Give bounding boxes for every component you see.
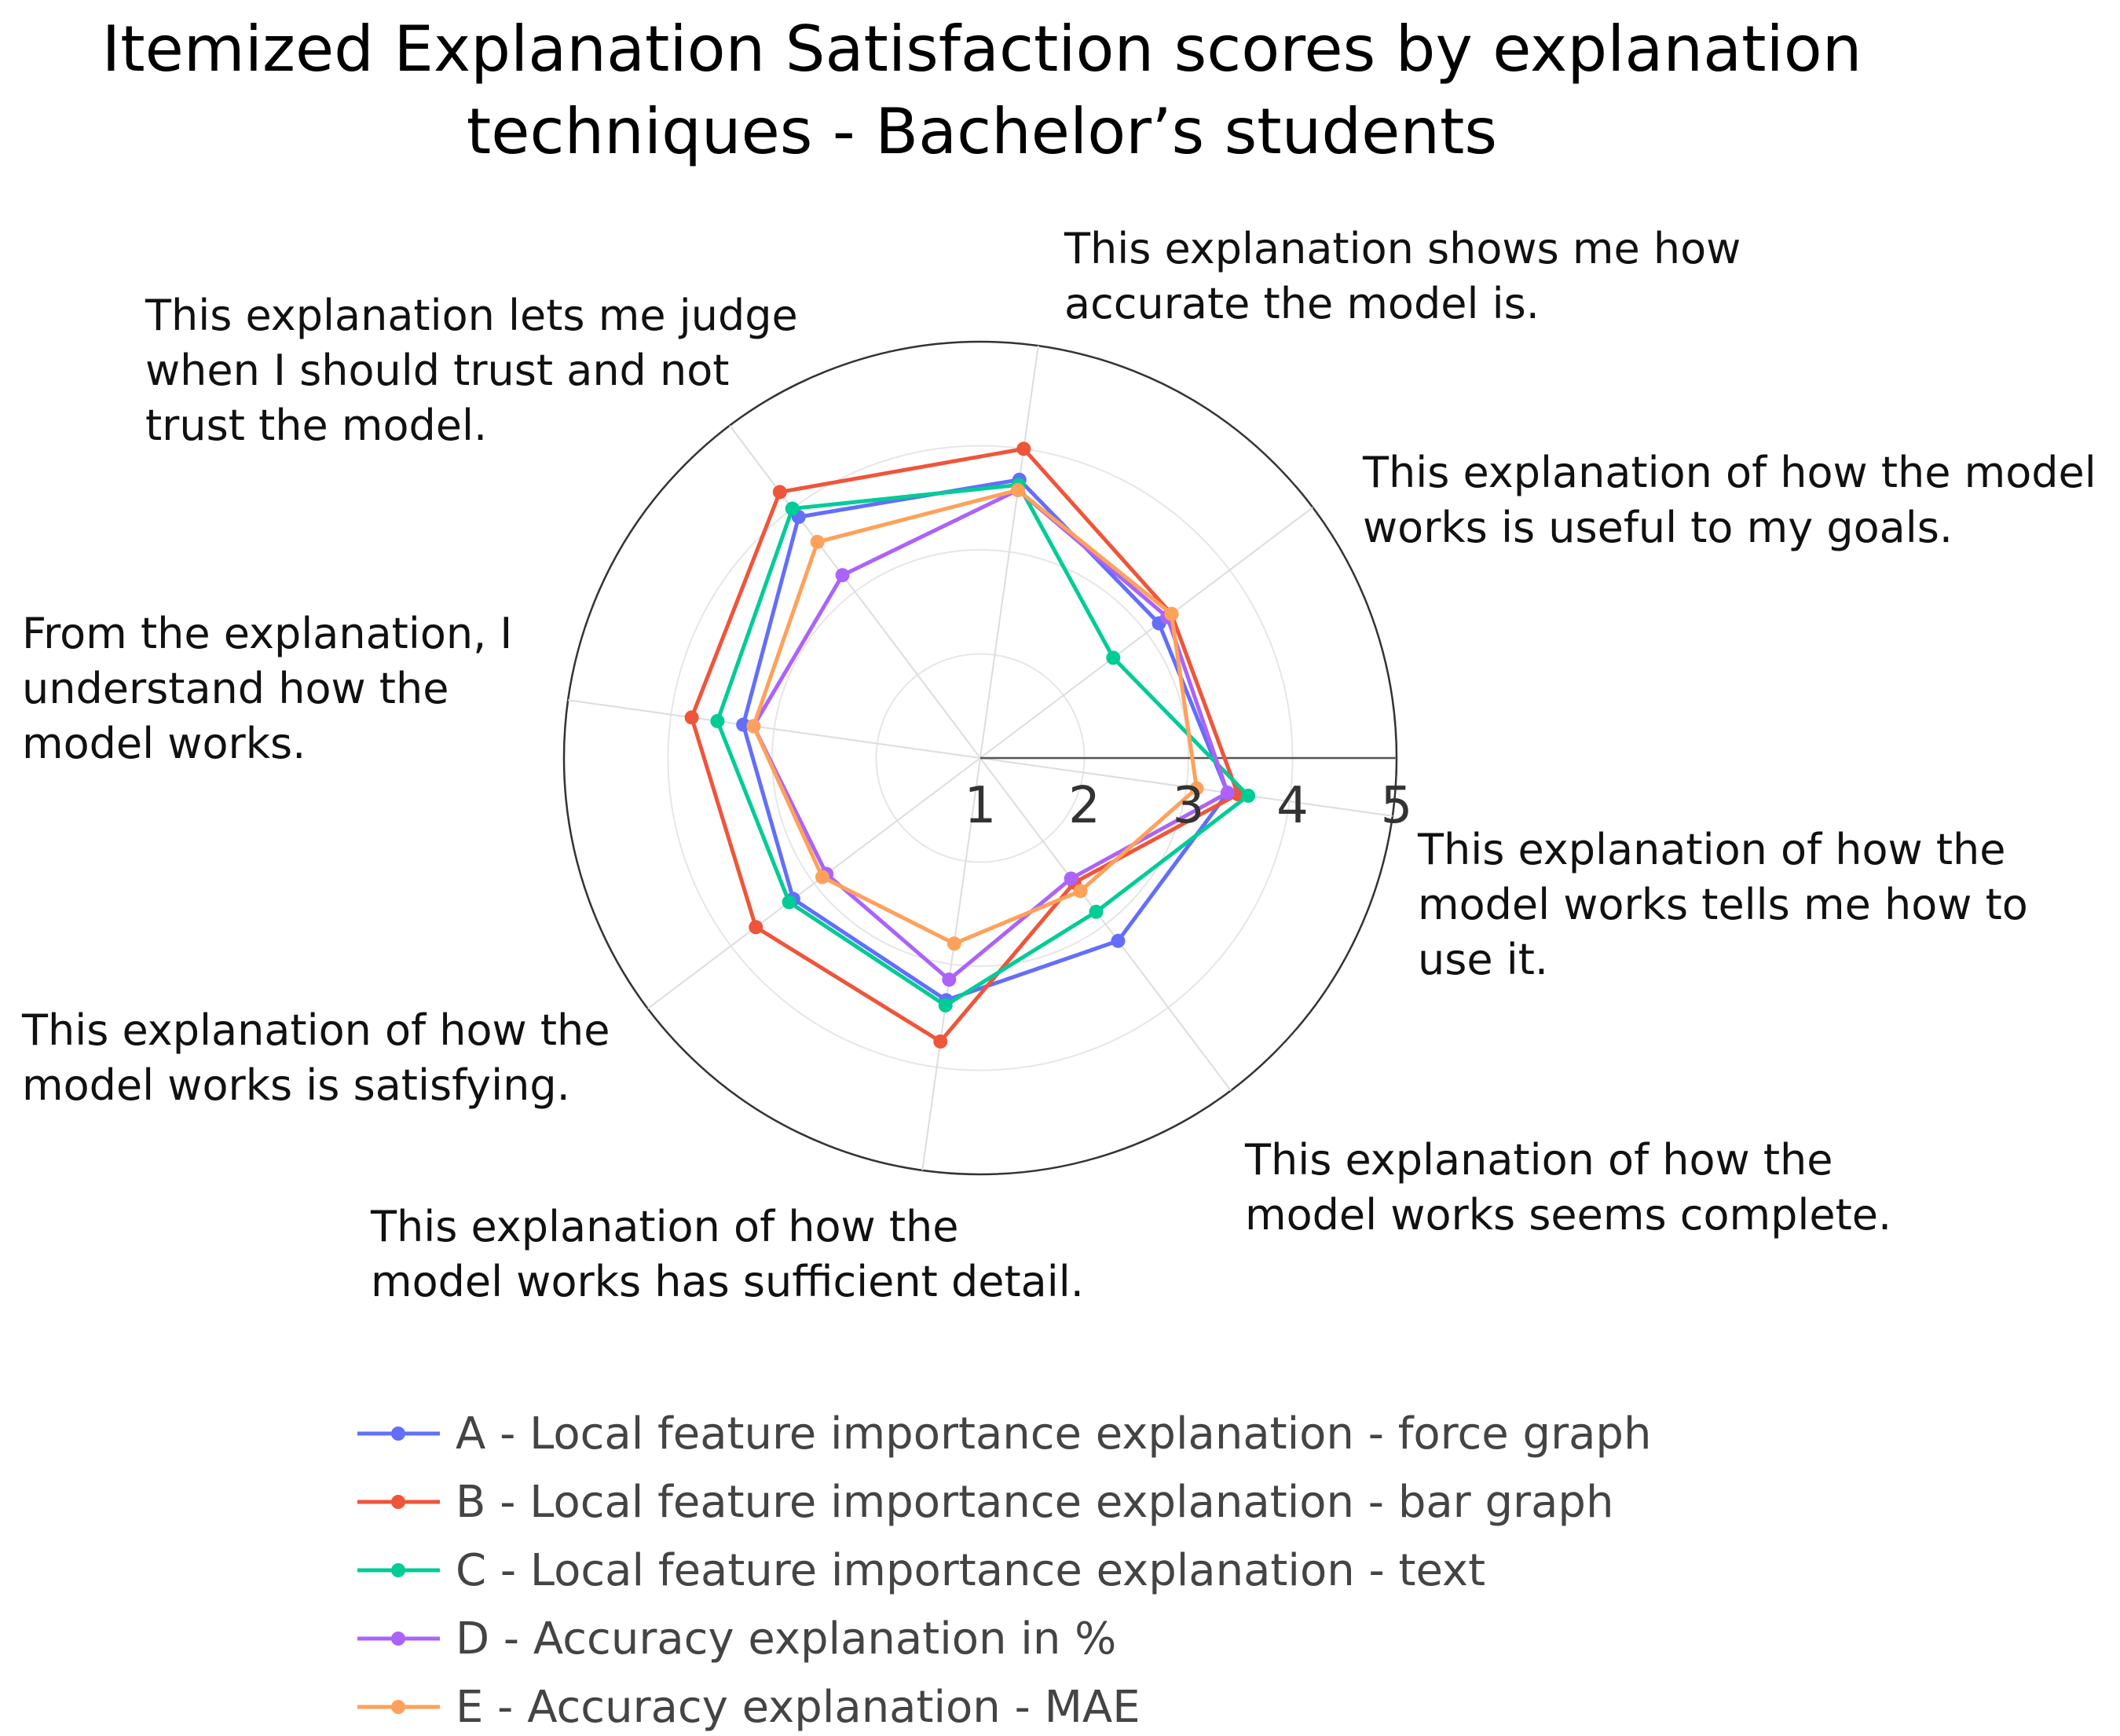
axis-label-line: trust the model. [145,401,487,450]
axis-label-line: use it. [1418,935,1548,984]
legend-label: A - Local feature importance explanation… [456,1408,1651,1459]
axis-label: This explanation of how the model works i… [1362,448,2096,552]
grid-spoke [979,346,1039,759]
series-point-a [736,717,751,732]
series-point-e [810,534,825,549]
chart-title-line-2: techniques - Bachelor’s students [467,95,1497,168]
legend-swatch-marker [391,1700,405,1714]
radar-series [684,441,1256,1049]
series-point-b [933,1034,948,1049]
series-point-c [938,998,953,1013]
series-point-d [1064,871,1078,886]
series-point-b [684,710,699,725]
axis-label: This explanation lets me judge when I sho… [145,291,798,450]
axis-label-line: when I should trust and not [145,346,729,395]
axis-label-line: From the explanation, I [22,609,512,658]
axis-label-line: accurate the model is. [1064,279,1540,328]
grid-spoke [729,425,981,759]
series-point-c [1106,650,1121,665]
axis-label-line: This explanation of how the model [1362,448,2096,497]
axis-label-line: This explanation of how the [1417,825,2005,874]
legend-label: B - Local feature importance explanation… [456,1477,1613,1528]
series-point-e [815,870,829,884]
series-line-b [690,446,1240,1044]
series-point-e [1164,606,1179,621]
radial-tick-label: 2 [1068,777,1100,835]
series-point-d [835,568,850,583]
series-point-e [1010,482,1025,497]
series-line-d [751,488,1230,982]
legend-item: B - Local feature importance explanation… [357,1477,1613,1528]
axis-label: This explanation shows me how accurate th… [1064,224,1741,328]
legend-label: C - Local feature importance explanation… [456,1545,1485,1596]
series-point-b [749,920,763,935]
grid-spoke [921,757,981,1170]
legend-item: C - Local feature importance explanation… [357,1545,1485,1596]
grid-spoke [568,699,981,759]
radial-tick-label: 3 [1173,777,1205,835]
axis-label-line: works is useful to my goals. [1363,503,1953,552]
axis-label-line: model works is satisfying. [22,1060,570,1110]
series-point-c [710,713,725,728]
axis-label: From the explanation, I understand how th… [22,609,512,768]
series-point-a [1111,933,1126,948]
series-point-e [746,719,761,734]
legend-swatch-marker [391,1563,405,1577]
series-point-b [772,485,787,500]
series-point-e [1073,884,1088,899]
legend-item: D - Accuracy explanation in % [357,1613,1116,1665]
legend-swatch-marker [391,1427,405,1441]
axis-label-line: This explanation of how the [21,1005,610,1055]
legend-item: E - Accuracy explanation - MAE [357,1682,1141,1733]
series-point-d [942,972,957,987]
legend-swatch-marker [391,1632,405,1646]
radial-tick-label: 1 [965,777,997,835]
series-point-c [1241,788,1256,803]
axis-label-line: This explanation of how the [370,1202,958,1251]
legend-swatch-marker [391,1495,405,1509]
chart-title-line-1: Itemized Explanation Satisfaction scores… [102,13,1862,86]
series-point-c [782,895,796,910]
series-point-e [1189,781,1204,796]
axis-label: This explanation of how the model works h… [370,1202,1084,1306]
axis-labels: This explanation shows me how accurate th… [21,224,2096,1306]
grid-spoke [979,757,1393,817]
radial-ticks: 1 2 3 4 5 [965,777,1413,835]
series-point-b [1016,441,1031,456]
axis-label: This explanation of how the model works t… [1417,825,2028,984]
axis-label-line: model works. [22,719,306,768]
radial-tick-label: 4 [1276,777,1309,835]
legend-label: E - Accuracy explanation - MAE [456,1682,1141,1733]
series-point-d [1220,786,1235,800]
radar-grid [562,340,1398,1176]
grid-spoke [979,757,1232,1091]
grid-spoke [647,757,981,1009]
axis-label-line: model works seems complete. [1245,1190,1891,1240]
series-point-c [1089,904,1104,919]
series-point-e [946,936,961,951]
legend: A - Local feature importance explanation… [357,1408,1651,1733]
axis-label-line: model works tells me how to [1418,880,2028,929]
axis-label-line: This explanation lets me judge [145,291,798,340]
series-point-c [785,501,800,516]
axis-label-line: This explanation shows me how [1064,224,1741,273]
legend-label: D - Accuracy explanation in % [456,1613,1116,1665]
axis-label-line: model works has sufficient detail. [371,1257,1084,1306]
radial-tick-label: 5 [1381,777,1413,835]
axis-label-line: This explanation of how the [1244,1135,1833,1185]
grid-spoke [979,507,1313,759]
axis-label-line: understand how the [22,664,449,713]
legend-item: A - Local feature importance explanation… [357,1408,1651,1459]
